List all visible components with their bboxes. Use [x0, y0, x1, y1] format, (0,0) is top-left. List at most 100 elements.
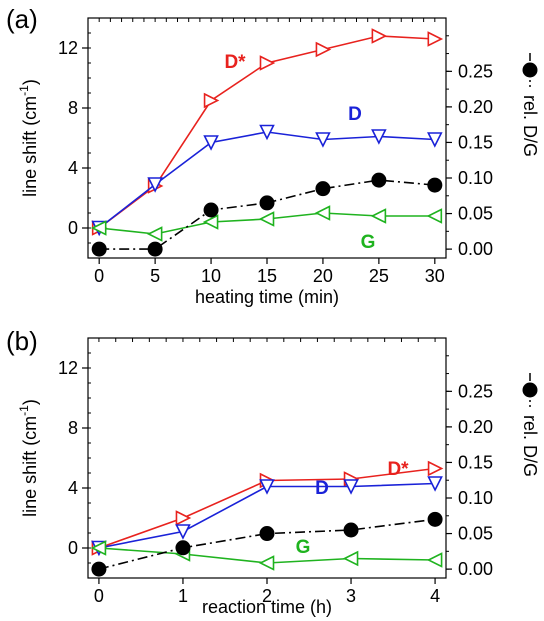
data-point	[258, 211, 275, 227]
x-tick-label: 30	[425, 266, 445, 286]
y2-tick-label: 0.15	[458, 132, 493, 152]
data-point	[259, 526, 275, 542]
y2-tick-label: 0.05	[458, 204, 493, 224]
data-point	[258, 555, 275, 571]
data-point	[259, 479, 275, 495]
y2-axis-title: rel. D/G	[520, 415, 540, 477]
data-point	[315, 181, 331, 197]
y-tick-label: 12	[58, 358, 78, 378]
data-point	[175, 524, 191, 540]
x-tick-label: 20	[313, 266, 333, 286]
series-label-d: D*	[387, 459, 409, 480]
data-point	[427, 132, 443, 148]
data-point	[147, 241, 163, 257]
data-point	[343, 479, 359, 495]
data-point	[314, 205, 331, 221]
y-axis-title: line shift (cm-1)	[17, 399, 40, 517]
x-tick-label: 0	[94, 586, 104, 606]
data-point	[203, 135, 219, 151]
data-point	[426, 552, 443, 568]
data-point	[371, 129, 387, 145]
data-point	[343, 522, 359, 538]
data-point	[147, 177, 163, 193]
y-tick-label: 8	[68, 98, 78, 118]
data-point	[427, 31, 444, 47]
series-label-g: G	[361, 232, 376, 253]
y-tick-label: 0	[68, 538, 78, 558]
data-point	[203, 202, 219, 218]
x-tick-label: 4	[430, 586, 440, 606]
y2-tick-label: 0.00	[458, 559, 493, 579]
data-point	[371, 172, 387, 188]
y2-tick-label: 0.05	[458, 524, 493, 544]
data-point	[427, 511, 443, 527]
y-tick-label: 4	[68, 478, 78, 498]
y-axis-title-sup: -1	[17, 85, 31, 96]
x-tick-label: 15	[257, 266, 277, 286]
x-tick-label: 10	[201, 266, 221, 286]
x-tick-label: 25	[369, 266, 389, 286]
y2-tick-label: 0.25	[458, 61, 493, 81]
plot-frame	[87, 337, 447, 579]
y2-legend-marker	[522, 62, 538, 78]
x-tick-label: 0	[94, 266, 104, 286]
y-axis-title-sup: -1	[17, 405, 31, 416]
y-tick-label: 12	[58, 38, 78, 58]
panel-b: 0 1 2 3 4048120.000.050.100.150.200.25(b)rea…	[6, 326, 540, 617]
series-line-reldg	[98, 518, 436, 570]
y-axis-title-close: )	[20, 399, 40, 405]
data-point	[427, 476, 443, 492]
data-point	[427, 460, 444, 477]
data-point	[91, 241, 107, 257]
data-point	[259, 55, 276, 71]
series-label-d: D	[348, 104, 362, 125]
y2-tick-label: 0.10	[458, 168, 493, 188]
y2-tick-label: 0.10	[458, 488, 493, 508]
y-axis-title: line shift (cm-1)	[17, 79, 40, 197]
data-point	[371, 28, 388, 44]
panel-label: (a)	[6, 4, 38, 34]
y-tick-label: 0	[68, 218, 78, 238]
y2-axis-title-group: rel. D/G	[520, 53, 540, 157]
data-point	[427, 177, 443, 193]
data-point	[426, 208, 443, 224]
panel-a: 0 5 10 15 20 25 30 0 4 8 12 0.00 0.05 0.10 0.15 0.20 0.2…	[6, 4, 540, 307]
data-point	[91, 561, 107, 577]
y-axis-title-main: line shift (cm	[20, 416, 40, 517]
y-tick-label: 4	[68, 158, 78, 178]
y2-legend-marker	[522, 382, 538, 398]
y-tick-label: 8	[68, 418, 78, 438]
data-point	[370, 208, 387, 224]
panel-label: (b)	[6, 326, 38, 356]
data-point	[315, 132, 331, 148]
y2-tick-label: 0.20	[458, 417, 493, 437]
x-tick-label: 1	[178, 586, 188, 606]
data-point	[175, 510, 192, 526]
data-point	[203, 92, 220, 109]
x-tick-label: 2	[262, 586, 272, 606]
x-tick-label: 3	[346, 586, 356, 606]
data-point	[146, 226, 163, 242]
y2-axis-title-group: rel. D/G	[520, 373, 540, 477]
x-axis-title: reaction time (h)	[202, 597, 332, 617]
y2-tick-label: 0.25	[458, 381, 493, 401]
data-point	[90, 540, 107, 556]
x-tick-label: 5	[150, 266, 160, 286]
series-label-d: D*	[224, 52, 246, 73]
data-point	[90, 220, 107, 236]
y2-tick-label: 0.00	[458, 239, 493, 259]
data-point	[175, 540, 191, 556]
x-axis-title: heating time (min)	[195, 287, 339, 307]
data-point	[342, 550, 359, 567]
data-point	[259, 124, 275, 141]
y-axis-title-close: )	[20, 79, 40, 85]
data-point	[202, 214, 219, 230]
data-point	[259, 195, 275, 211]
series-label-g: G	[296, 537, 311, 558]
y2-tick-label: 0.15	[458, 452, 493, 472]
y2-axis-title: rel. D/G	[520, 95, 540, 157]
data-point	[315, 41, 332, 58]
series-label-d: D	[315, 478, 329, 499]
y-axis-title-main: line shift (cm	[20, 96, 40, 197]
